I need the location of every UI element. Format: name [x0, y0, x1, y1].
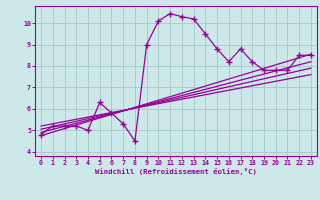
X-axis label: Windchill (Refroidissement éolien,°C): Windchill (Refroidissement éolien,°C) [95, 168, 257, 175]
